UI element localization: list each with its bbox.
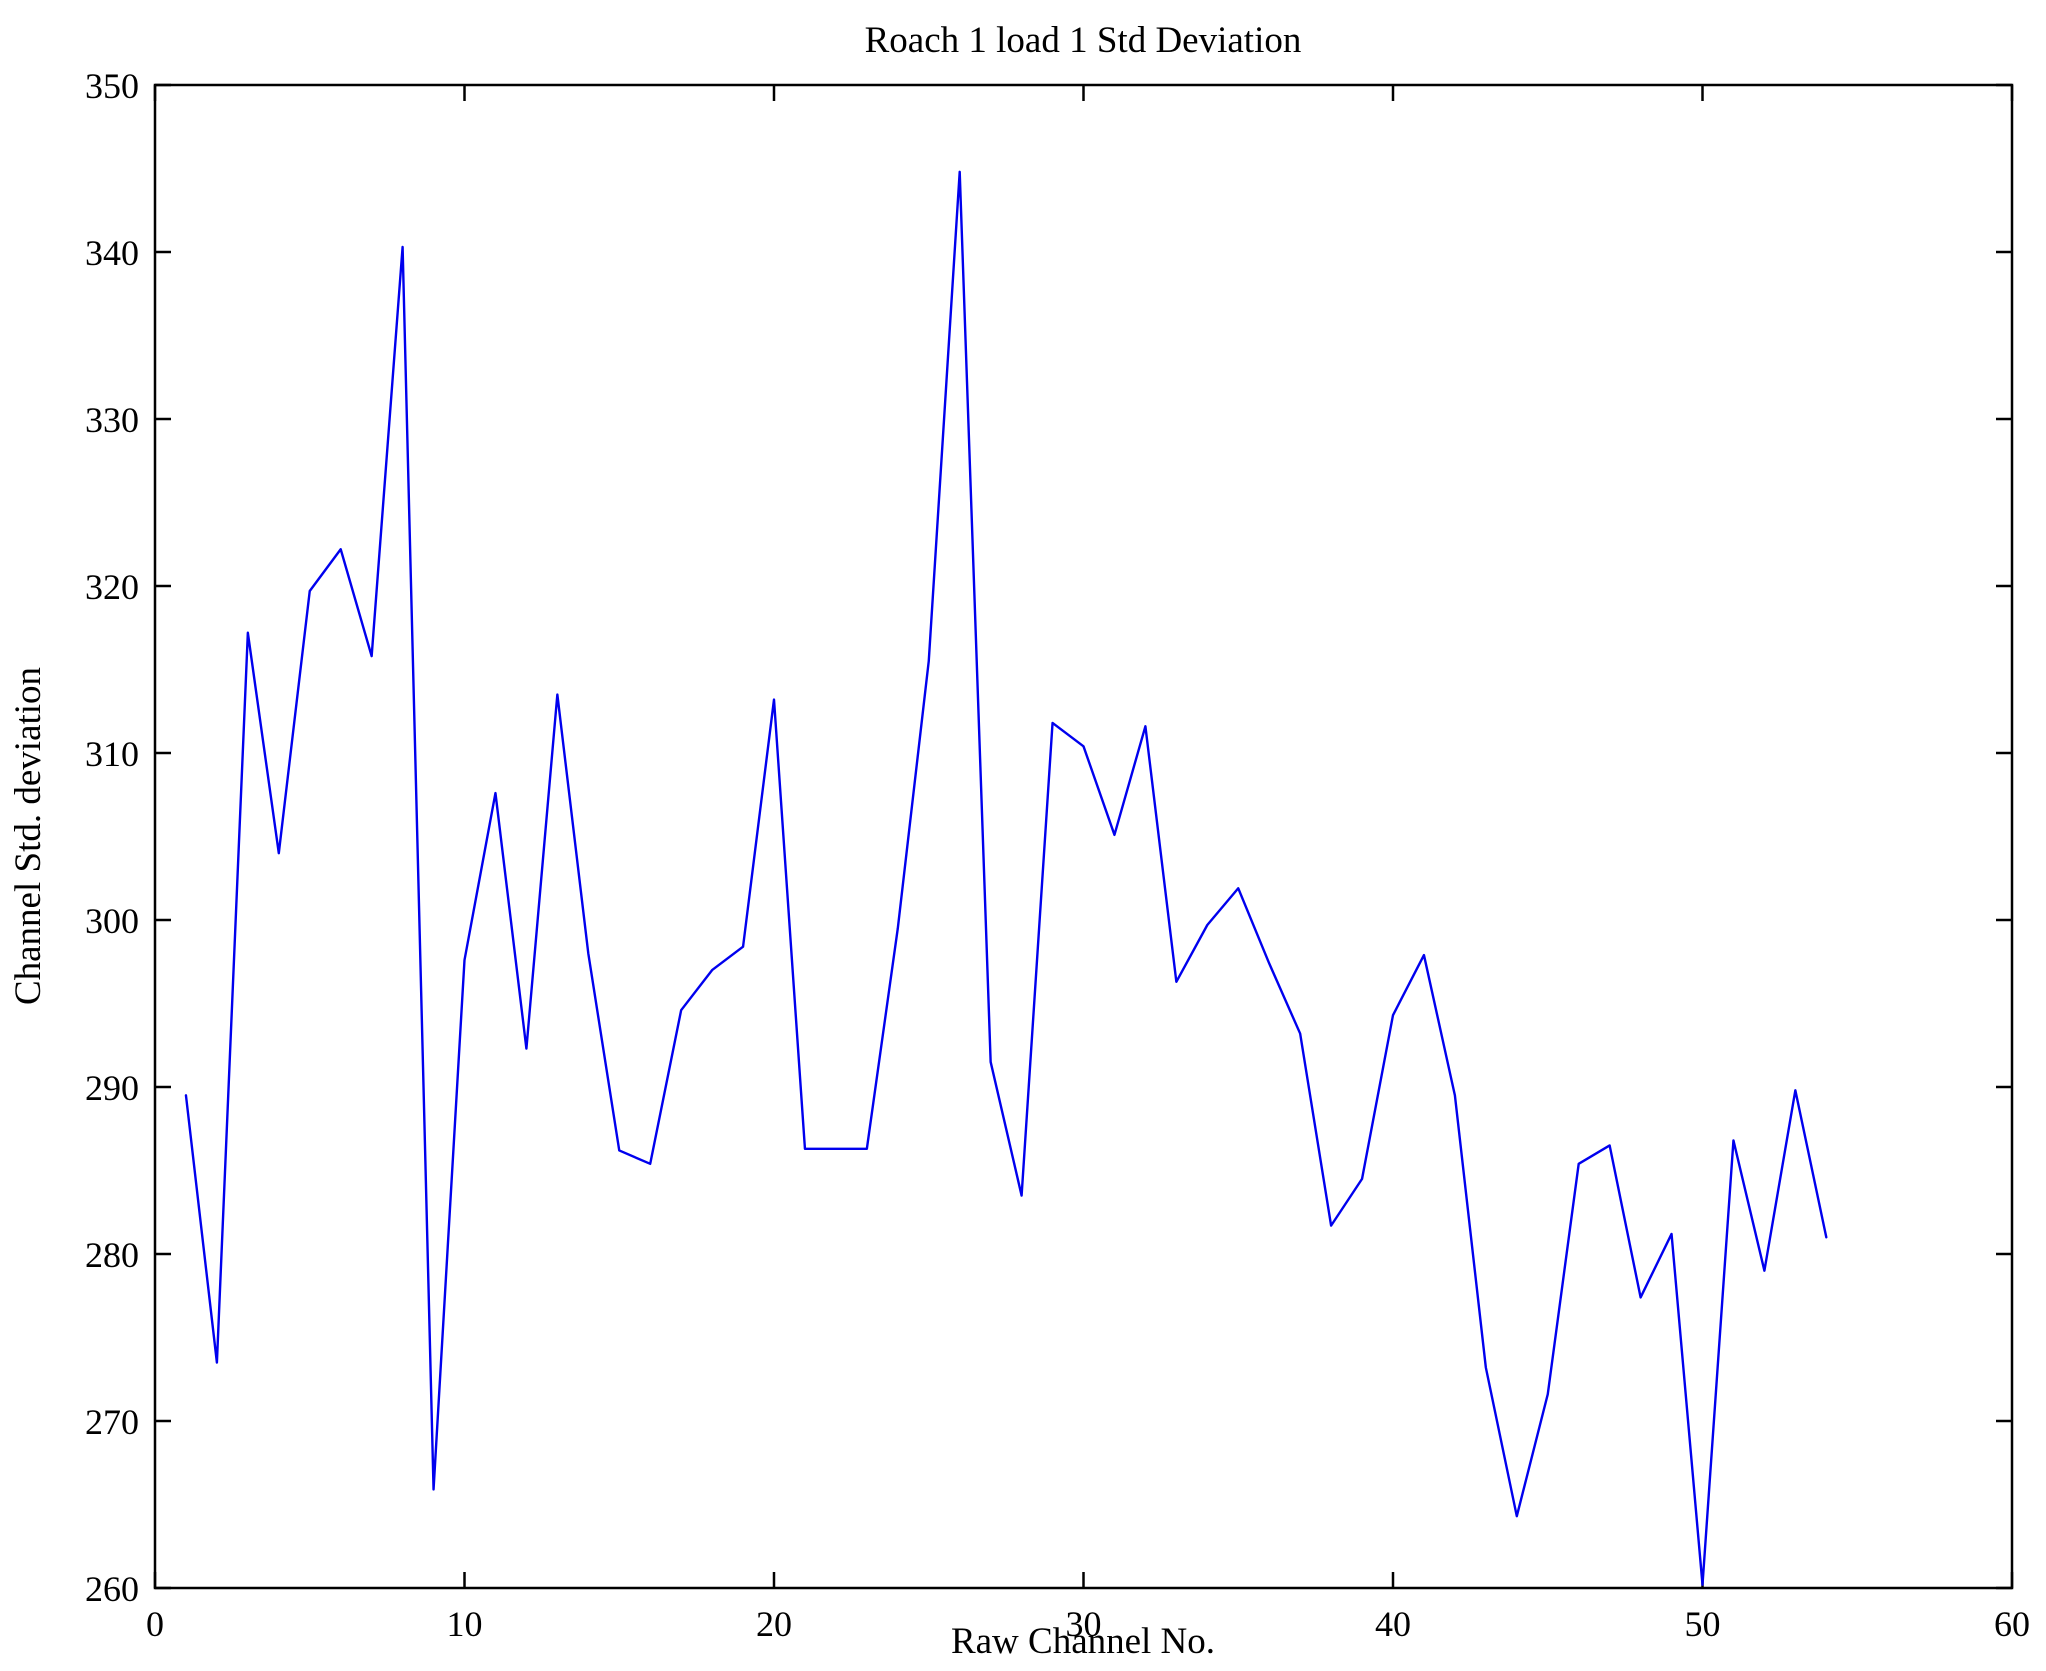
- y-tick-label: 320: [85, 567, 139, 607]
- y-tick-label: 270: [85, 1402, 139, 1442]
- x-tick-label: 20: [756, 1604, 792, 1644]
- y-axis-label: Channel Std. deviation: [8, 667, 49, 1005]
- x-axis-label: Raw Channel No.: [951, 1621, 1215, 1662]
- y-tick-label: 350: [85, 66, 139, 106]
- x-tick-label: 40: [1375, 1604, 1411, 1644]
- data-line-series: [184, 170, 1828, 1586]
- x-tick-label: 30: [1066, 1604, 1102, 1644]
- x-tick-label: 50: [1685, 1604, 1721, 1644]
- y-tick-label: 310: [85, 734, 139, 774]
- y-tick-label: 300: [85, 901, 139, 941]
- plot-area: 0 10 20 30 40 50 60 260 270 280 290 300 310 320 330 340…: [85, 66, 2030, 1644]
- y-tick-label: 340: [85, 233, 139, 273]
- y-tick-label: 290: [85, 1068, 139, 1108]
- y-tick-label: 330: [85, 400, 139, 440]
- y-tick-label: 260: [85, 1569, 139, 1609]
- y-tick-label: 280: [85, 1235, 139, 1275]
- x-tick-label: 60: [1994, 1604, 2030, 1644]
- x-tick-label: 0: [146, 1604, 164, 1644]
- axes-box: [153, 83, 2014, 1590]
- chart-title: Roach 1 load 1 Std Deviation: [865, 20, 1302, 61]
- x-tick-label: 10: [447, 1604, 483, 1644]
